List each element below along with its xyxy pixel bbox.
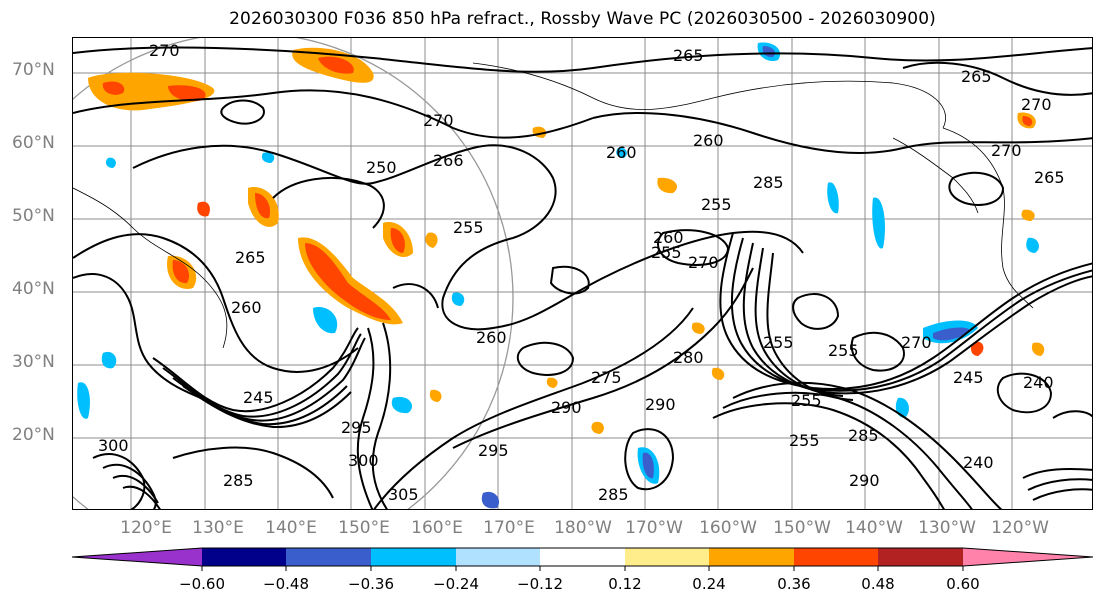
colorbar-tick-label: 0.12 — [608, 575, 642, 593]
contour-label: 285 — [753, 173, 784, 192]
lon-label-130e: 130°E — [192, 518, 244, 538]
map-panel: 270 265 265 270 270 250 266 255 260 255 … — [72, 37, 1093, 510]
lon-label-180w: 180°W — [554, 518, 612, 538]
colorbar-cells — [71, 547, 1094, 567]
lon-label-130w: 130°W — [918, 518, 976, 538]
colorbar-cell — [72, 548, 202, 566]
colorbar-cell — [371, 548, 456, 566]
colorbar-tick-label: 0.60 — [946, 575, 980, 593]
lat-label-70n: 70°N — [12, 60, 55, 80]
contour-label: 270 — [1021, 95, 1052, 114]
contour-label: 255 — [701, 195, 732, 214]
lat-label-20n: 20°N — [12, 425, 55, 445]
lon-label-150e: 150°E — [338, 518, 390, 538]
contour-label: 260 — [693, 131, 724, 150]
contour-label: 295 — [341, 418, 372, 437]
contour-label: 290 — [849, 471, 880, 490]
contour-label: 270 — [423, 111, 454, 130]
contour-label: 265 — [235, 248, 266, 267]
contour-label: 305 — [388, 485, 419, 504]
colorbar-tick-label: 0.36 — [777, 575, 811, 593]
colorbar-cell — [963, 548, 1093, 566]
positive-anomaly-shading — [88, 47, 1045, 434]
colorbar-cell — [202, 548, 286, 566]
contour-label-layer: 270 265 265 270 270 250 266 255 260 255 … — [98, 41, 1065, 504]
lon-label-140w: 140°W — [845, 518, 903, 538]
contour-label: 240 — [1023, 373, 1054, 392]
contour-label: 250 — [366, 158, 397, 177]
contour-label: 300 — [348, 451, 379, 470]
contour-label: 255 — [763, 333, 794, 352]
contour-label: 245 — [243, 388, 274, 407]
contour-label: 255 — [453, 218, 484, 237]
lat-label-60n: 60°N — [12, 133, 55, 153]
contour-label: 300 — [98, 436, 129, 455]
colorbar-tick-label: −0.60 — [179, 575, 225, 593]
contour-label: 240 — [963, 453, 994, 472]
colorbar-tick-label: 0.24 — [692, 575, 726, 593]
contour-label: 290 — [551, 398, 582, 417]
contour-label: 255 — [651, 243, 682, 262]
contour-label: 260 — [606, 143, 637, 162]
contour-label: 295 — [478, 441, 509, 460]
contour-label: 265 — [673, 46, 704, 65]
colorbar-ticks — [201, 566, 964, 571]
contour-label: 285 — [223, 471, 254, 490]
negative-anomaly-shading — [77, 42, 1039, 509]
contour-label: 260 — [653, 228, 684, 247]
colorbar-cell — [286, 548, 371, 566]
lon-label-170w: 170°W — [625, 518, 683, 538]
contour-label: 270 — [901, 333, 932, 352]
colorbar-cell — [878, 548, 963, 566]
colorbar-cell — [794, 548, 878, 566]
contour-label: 266 — [433, 151, 464, 170]
lat-label-40n: 40°N — [12, 279, 55, 299]
contour-label: 280 — [673, 348, 704, 367]
contour-label: 275 — [591, 368, 622, 387]
contour-label: 270 — [688, 253, 719, 272]
contour-label: 245 — [953, 368, 984, 387]
lat-label-50n: 50°N — [12, 206, 55, 226]
refractivity-contours — [73, 46, 1092, 509]
contour-label: 290 — [645, 395, 676, 414]
lon-label-170e: 170°E — [483, 518, 535, 538]
colorbar-tick-label: −0.48 — [263, 575, 309, 593]
graticule — [73, 38, 1092, 509]
range-circle — [73, 38, 514, 509]
lon-label-160w: 160°W — [699, 518, 757, 538]
contour-label: 265 — [961, 67, 992, 86]
lon-label-140e: 140°E — [265, 518, 317, 538]
contour-label: 260 — [476, 328, 507, 347]
contour-label: 285 — [848, 426, 879, 445]
colorbar-tick-label: 0.48 — [861, 575, 895, 593]
colorbar-cell — [625, 548, 709, 566]
contour-label: 260 — [231, 298, 262, 317]
contour-label: 285 — [598, 485, 629, 504]
contour-label: 270 — [149, 41, 180, 60]
colorbar-cell — [456, 548, 540, 566]
colorbar-tick-label: −0.36 — [348, 575, 394, 593]
colorbar-cell — [540, 548, 625, 566]
lat-label-30n: 30°N — [12, 352, 55, 372]
lon-label-120w: 120°W — [991, 518, 1049, 538]
lon-label-120e: 120°E — [120, 518, 172, 538]
lon-label-150w: 150°W — [773, 518, 831, 538]
map-canvas: 270 265 265 270 270 250 266 255 260 255 … — [73, 38, 1092, 509]
colorbar-tick-label: −0.24 — [433, 575, 479, 593]
map-title: 2026030300 F036 850 hPa refract., Rossby… — [229, 9, 936, 29]
lon-label-160e: 160°E — [411, 518, 463, 538]
coastlines — [73, 62, 1034, 349]
contour-label: 255 — [828, 341, 859, 360]
contour-label: 255 — [789, 431, 820, 450]
contour-label: 255 — [791, 391, 822, 410]
contour-label: 270 — [991, 141, 1022, 160]
colorbar-tick-label: −0.12 — [517, 575, 563, 593]
colorbar-outline — [71, 547, 1094, 567]
contour-label: 265 — [1034, 168, 1065, 187]
colorbar-cell — [709, 548, 794, 566]
